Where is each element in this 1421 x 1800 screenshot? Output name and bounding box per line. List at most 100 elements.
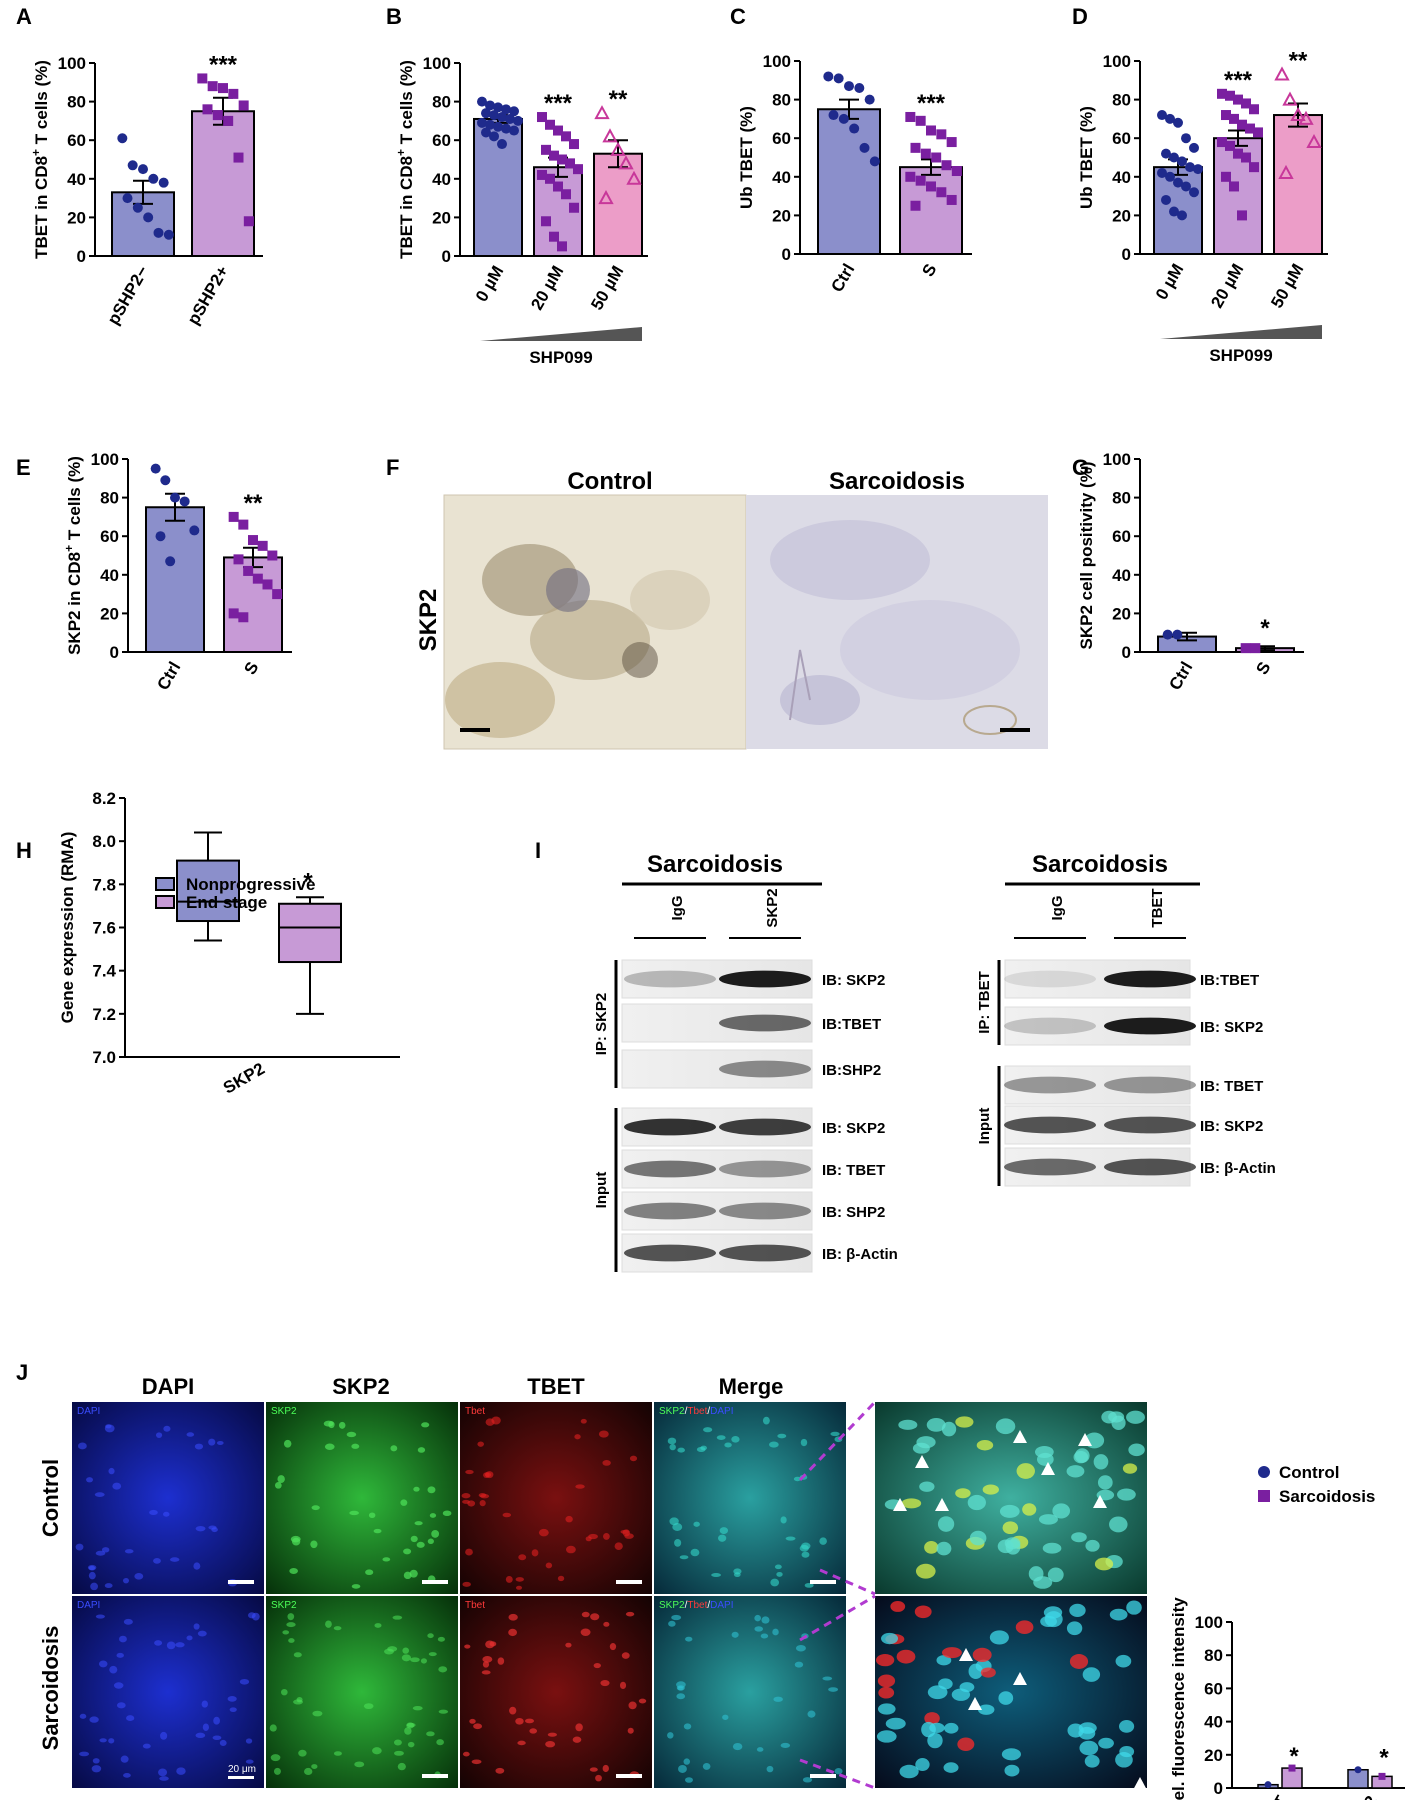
zoom-nucleus [1128, 1443, 1145, 1457]
data-point [228, 511, 239, 522]
data-point [1157, 110, 1167, 121]
cell-nucleus [794, 1661, 804, 1668]
blot-band [719, 1118, 811, 1136]
data-point [501, 123, 511, 134]
x-tick-label: SKP2 [1343, 1793, 1382, 1800]
zoom-nucleus [1101, 1410, 1117, 1424]
cell-nucleus [113, 1682, 124, 1689]
axis-label-part: SKP2 in CD8 [65, 552, 84, 655]
cell-nucleus [593, 1662, 601, 1669]
axis-label-sup: + [394, 149, 408, 156]
zoom-nucleus [1118, 1719, 1135, 1733]
data-point [915, 175, 926, 186]
panel-label-i: I [535, 838, 541, 863]
cell-nucleus [406, 1722, 415, 1729]
cell-nucleus [732, 1742, 743, 1751]
significance-mark: *** [917, 90, 946, 117]
ip-label: IP: SKP2 [593, 993, 610, 1056]
data-point [1189, 142, 1199, 153]
data-point [545, 173, 555, 184]
data-point [1189, 187, 1199, 198]
data-point [1298, 110, 1314, 125]
zoom-nucleus [1115, 1654, 1132, 1668]
western-blot-right: Sarcoidosis IgG TBET IB:TBET IB: SKP2 IB: TBE… [976, 851, 1276, 1187]
zoom-nucleus [876, 1654, 895, 1667]
cell-nucleus [410, 1535, 418, 1543]
x-tick-label: TBET [1253, 1792, 1292, 1800]
zoom-nucleus [1022, 1503, 1037, 1516]
zoom-nucleus [955, 1488, 971, 1499]
cell-nucleus [349, 1510, 359, 1516]
cell-nucleus [761, 1616, 770, 1624]
cell-nucleus [509, 1706, 517, 1715]
x-tick-label: 0 µM [472, 263, 508, 306]
data-point [1181, 133, 1191, 144]
cell-nucleus [565, 1545, 576, 1554]
cell-nucleus [163, 1511, 170, 1517]
y-tick-label: 0 [1122, 643, 1131, 662]
cell-nucleus [105, 1424, 112, 1429]
cell-nucleus [678, 1765, 687, 1773]
legend-label: Nonprogressive [186, 875, 315, 894]
cell-nucleus [683, 1758, 691, 1765]
cell-nucleus [668, 1620, 676, 1627]
box [176, 859, 240, 923]
if-zoom-texture [876, 1410, 1145, 1779]
data-point [1181, 181, 1191, 192]
cell-nucleus [397, 1762, 406, 1771]
cell-nucleus [163, 1425, 171, 1432]
data-point [1217, 137, 1227, 148]
cell-nucleus [79, 1713, 87, 1719]
cell-nucleus [477, 1441, 485, 1447]
blot-band [1004, 1158, 1096, 1176]
data-point [553, 181, 563, 192]
zoom-nucleus [977, 1704, 995, 1715]
if-tag-tbet-1: Tbet [465, 1406, 485, 1417]
blot-band [624, 1244, 716, 1262]
cell-nucleus [116, 1652, 124, 1658]
ihc-col-control: Control [567, 468, 652, 495]
cell-nucleus [529, 1728, 538, 1734]
axis-label-sup: + [29, 149, 43, 156]
arrowhead-marker [1013, 1430, 1027, 1443]
cell-nucleus [602, 1460, 611, 1466]
zoom-nucleus [885, 1717, 906, 1730]
cell-nucleus [365, 1569, 374, 1576]
y-axis-label: TBET in CD8+ T cells (%) [394, 60, 416, 259]
y-tick-label: 100 [1103, 52, 1131, 71]
cell-nucleus [718, 1534, 727, 1542]
cell-nucleus [799, 1544, 809, 1552]
blot-band [1104, 970, 1196, 988]
panel-label-g: G [1072, 455, 1089, 480]
zoom-nucleus [1109, 1608, 1128, 1621]
panel-label-a: A [16, 4, 32, 29]
panel-label-b: B [386, 4, 402, 29]
if-sarcoidosis-merge [654, 1596, 846, 1788]
y-axis-label: SKP2 cell positivity (%) [1077, 462, 1096, 650]
cell-nucleus [685, 1777, 693, 1783]
cell-nucleus [293, 1699, 303, 1705]
if-scale-label: 20 μm [228, 1764, 256, 1775]
cell-nucleus [338, 1421, 346, 1429]
cell-nucleus [545, 1562, 553, 1569]
zoom-nucleus [937, 1516, 955, 1532]
y-tick-label: 7.0 [92, 1048, 116, 1067]
cell-nucleus [310, 1540, 318, 1549]
data-point [910, 142, 921, 153]
cell-nucleus [158, 1768, 168, 1777]
cell-nucleus [122, 1577, 130, 1584]
cell-nucleus [676, 1693, 686, 1700]
zoom-nucleus [951, 1688, 971, 1701]
cell-nucleus [219, 1739, 227, 1746]
y-tick-label: 20 [100, 604, 119, 623]
cell-nucleus [785, 1536, 796, 1541]
y-tick-label: 60 [1204, 1679, 1223, 1698]
cell-nucleus [202, 1723, 210, 1731]
data-point [1249, 104, 1259, 115]
cell-nucleus [417, 1447, 426, 1453]
y-tick-label: 100 [58, 54, 86, 73]
y-tick-label: 0 [77, 247, 86, 266]
cell-nucleus [400, 1499, 408, 1506]
cell-nucleus [545, 1740, 556, 1748]
data-point [1221, 110, 1231, 121]
